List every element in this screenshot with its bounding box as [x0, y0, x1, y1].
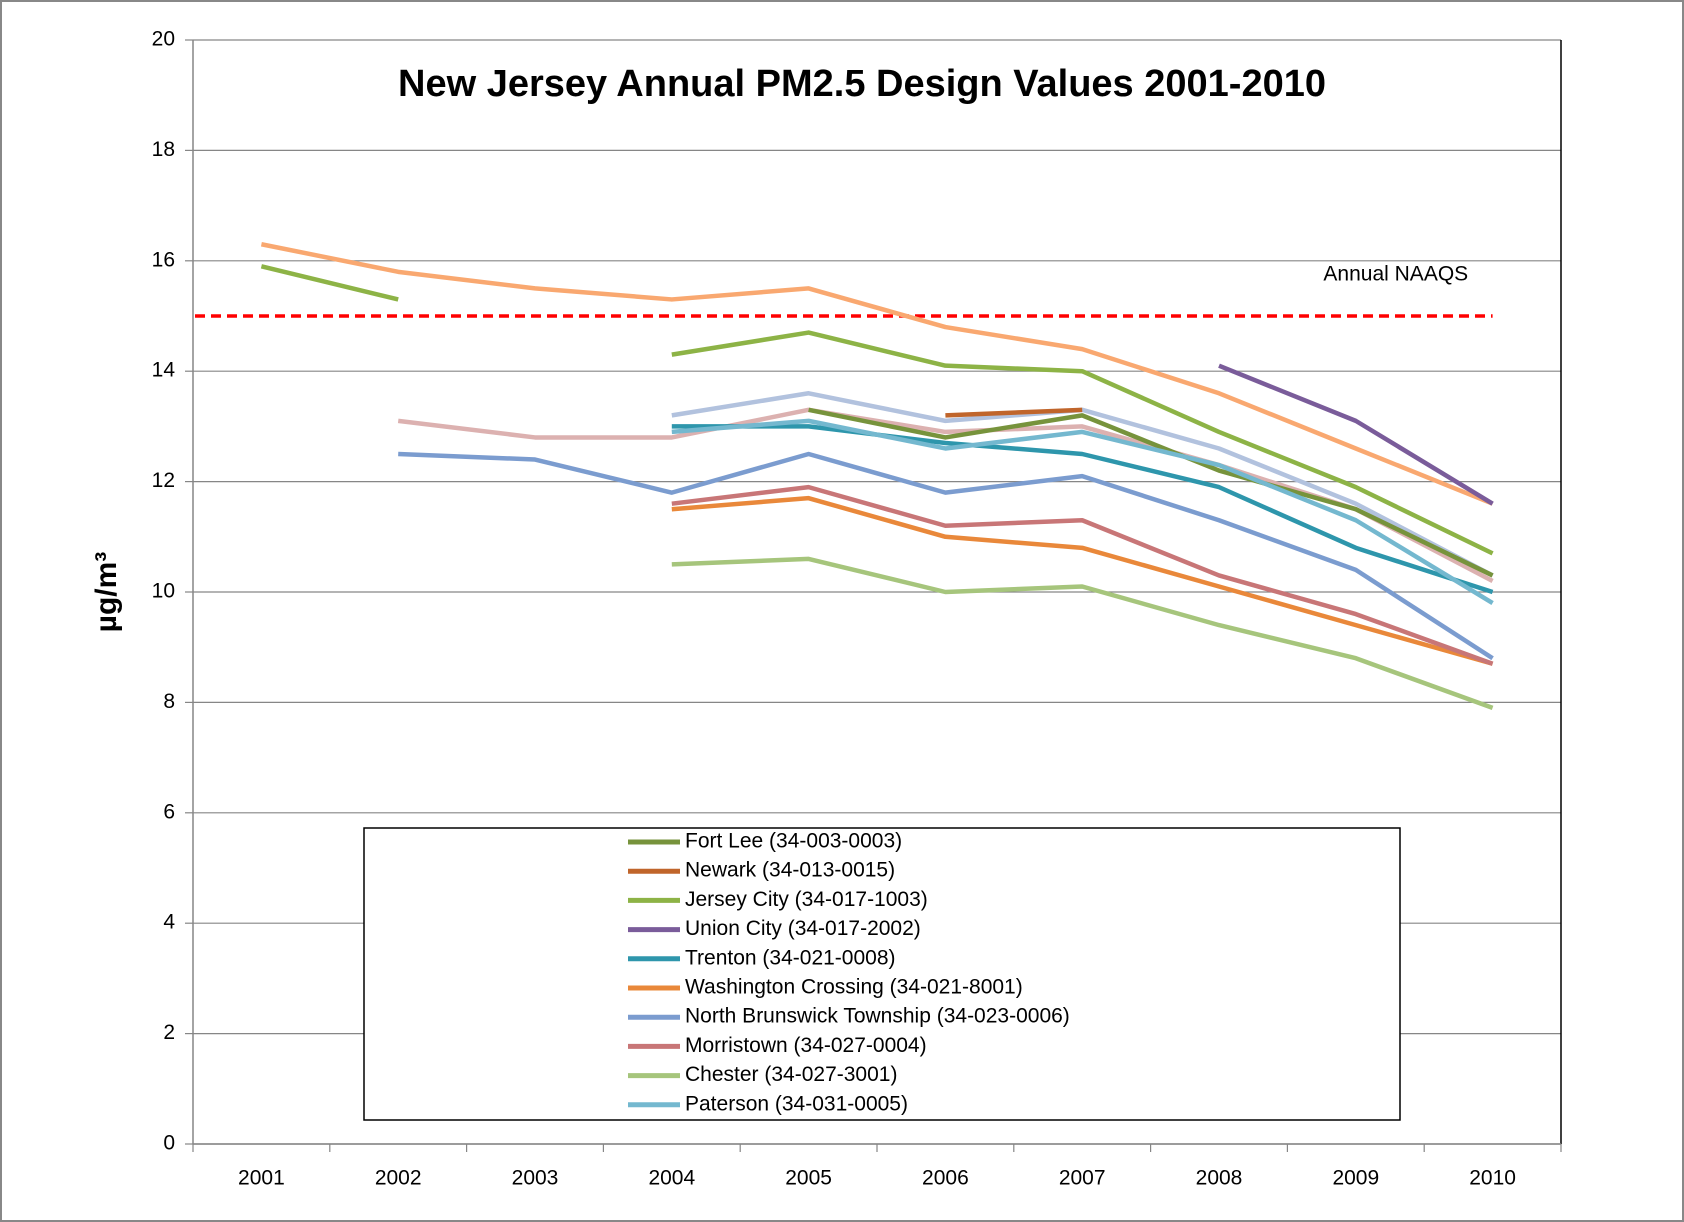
series-line	[671, 556, 1494, 711]
y-axis-label: µg/m³	[90, 552, 123, 633]
x-tick-label: 2004	[648, 1167, 695, 1190]
y-tick-label: 6	[163, 800, 175, 823]
legend-label: Morristown (34-027-0004)	[685, 1034, 927, 1057]
y-tick-label: 20	[152, 28, 175, 51]
series-line	[260, 242, 1494, 506]
y-tick-label: 18	[152, 138, 175, 161]
series-line	[808, 407, 1494, 578]
legend-label: Paterson (34-031-0005)	[685, 1092, 908, 1115]
series-line	[671, 495, 1494, 666]
y-tick-label: 4	[163, 911, 175, 934]
x-tick-label: 2002	[375, 1167, 422, 1190]
y-tick-label: 10	[152, 580, 175, 603]
x-tick-label: 2009	[1332, 1167, 1379, 1190]
x-tick-label: 2001	[238, 1167, 285, 1190]
y-tick-label: 8	[163, 690, 175, 713]
legend-label: Chester (34-027-3001)	[685, 1063, 897, 1086]
legend-label: Trenton (34-021-0008)	[685, 946, 896, 969]
x-tick-label: 2005	[785, 1167, 832, 1190]
legend-label: Union City (34-017-2002)	[685, 917, 921, 940]
legend-label: Jersey City (34-017-1003)	[685, 888, 928, 911]
legend-label: North Brunswick Township (34-023-0006)	[685, 1005, 1070, 1028]
legend-entries: Fort Lee (34-003-0003) Newark (34-013-001…	[628, 830, 1070, 1115]
legend-label: Fort Lee (34-003-0003)	[685, 830, 902, 853]
series-line	[260, 264, 1494, 556]
y-tick-label: 2	[163, 1021, 175, 1044]
threshold-label: Annual NAAQS	[1323, 263, 1468, 286]
y-tick-label: 16	[152, 248, 175, 271]
x-tick-label: 2003	[512, 1167, 559, 1190]
x-tick-label: 2007	[1059, 1167, 1106, 1190]
x-tick-label: 2010	[1469, 1167, 1516, 1190]
y-tick-label: 0	[163, 1132, 175, 1155]
y-tick-label: 14	[152, 359, 176, 382]
x-tick-label: 2008	[1196, 1167, 1243, 1190]
series-line	[671, 484, 1494, 666]
series-line	[398, 451, 1494, 661]
y-tick-label: 12	[152, 469, 175, 492]
lines: Annual NAAQS	[195, 242, 1494, 711]
x-tick-label: 2006	[922, 1167, 969, 1190]
series-line	[671, 424, 1494, 595]
series-line	[945, 407, 1083, 418]
grid: 0 2 4 6 8 10 12 14 16 18 20 2001 2002 2003 2004 2005 200…	[152, 28, 1562, 1190]
series-line	[1218, 363, 1494, 506]
legend-label: Washington Crossing (34-021-8001)	[685, 976, 1023, 999]
legend-label: Newark (34-013-0015)	[685, 859, 895, 882]
series-line	[671, 418, 1494, 605]
legend	[363, 827, 1401, 1121]
chart-title: New Jersey Annual PM2.5 Design Values 20…	[398, 63, 1326, 105]
